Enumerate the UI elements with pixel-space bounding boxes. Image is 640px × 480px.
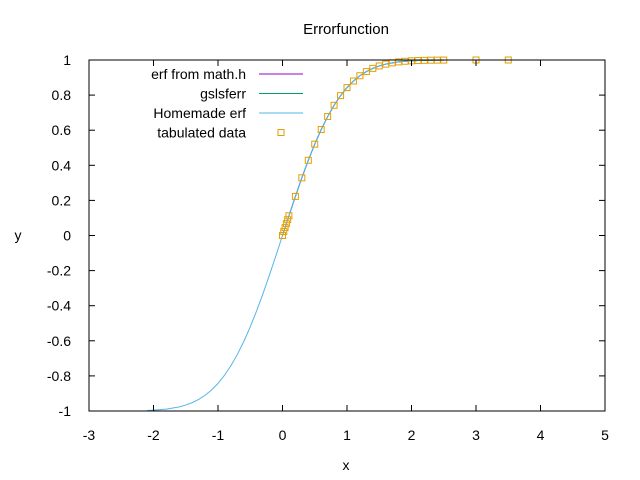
y-axis-label: y bbox=[15, 227, 22, 243]
data-point bbox=[330, 101, 338, 109]
legend-label-erf-from-math-h: erf from math.h bbox=[151, 66, 246, 82]
y-tick-label: -0.6 bbox=[47, 333, 71, 349]
x-tick-label: 0 bbox=[279, 427, 287, 443]
series-line-homemade-erf bbox=[147, 59, 444, 411]
y-tick-label: 0.4 bbox=[52, 157, 72, 173]
data-point bbox=[311, 140, 319, 148]
x-tick-label: -1 bbox=[212, 427, 225, 443]
x-axis-label: x bbox=[343, 457, 350, 473]
x-tick-label: 2 bbox=[408, 427, 416, 443]
y-tick-label: 0.8 bbox=[52, 87, 72, 103]
data-point bbox=[281, 224, 289, 232]
y-tick-label: 0 bbox=[63, 228, 71, 244]
y-tick-label: -0.4 bbox=[47, 298, 71, 314]
data-point bbox=[343, 84, 351, 92]
x-tick-label: 3 bbox=[472, 427, 480, 443]
data-point bbox=[282, 220, 290, 228]
x-tick-label: 4 bbox=[537, 427, 545, 443]
data-point bbox=[284, 216, 292, 224]
data-point bbox=[291, 192, 299, 200]
data-point bbox=[298, 174, 306, 182]
x-tick-label: -2 bbox=[147, 427, 160, 443]
axis-ticks: -3 -2 -1 0 1 2 3 4 5 -1 -0.8 -0.6 -0.4 -0.2 0 0.2 0.4 0.6… bbox=[47, 52, 609, 443]
legend-label-gslsferr: gslsferr bbox=[200, 86, 246, 102]
y-tick-label: 0.6 bbox=[52, 122, 72, 138]
y-tick-label: 0.2 bbox=[52, 192, 72, 208]
x-tick-label: 1 bbox=[343, 427, 351, 443]
y-tick-label: -1 bbox=[59, 403, 72, 419]
data-point bbox=[337, 92, 345, 100]
legend-label-tabulated-data: tabulated data bbox=[157, 125, 246, 141]
data-point bbox=[324, 113, 332, 121]
legend-label-homemade-erf: Homemade erf bbox=[153, 105, 246, 121]
data-point bbox=[349, 77, 357, 85]
legend: erf from math.h gslsferr Homemade erf tabul… bbox=[151, 66, 303, 141]
data-point bbox=[280, 228, 288, 236]
x-tick-label: -3 bbox=[83, 427, 96, 443]
chart-title: Errorfunction bbox=[303, 21, 389, 38]
y-tick-label: -0.2 bbox=[47, 263, 71, 279]
data-point bbox=[279, 232, 286, 239]
x-tick-label: 5 bbox=[601, 427, 609, 443]
data-point bbox=[304, 156, 312, 164]
data-point bbox=[317, 126, 325, 134]
y-tick-label: -0.8 bbox=[47, 368, 71, 384]
legend-swatch-tabulated-data bbox=[277, 129, 285, 136]
y-tick-label: 1 bbox=[63, 52, 71, 68]
data-point bbox=[356, 72, 364, 80]
data-point bbox=[285, 212, 293, 220]
